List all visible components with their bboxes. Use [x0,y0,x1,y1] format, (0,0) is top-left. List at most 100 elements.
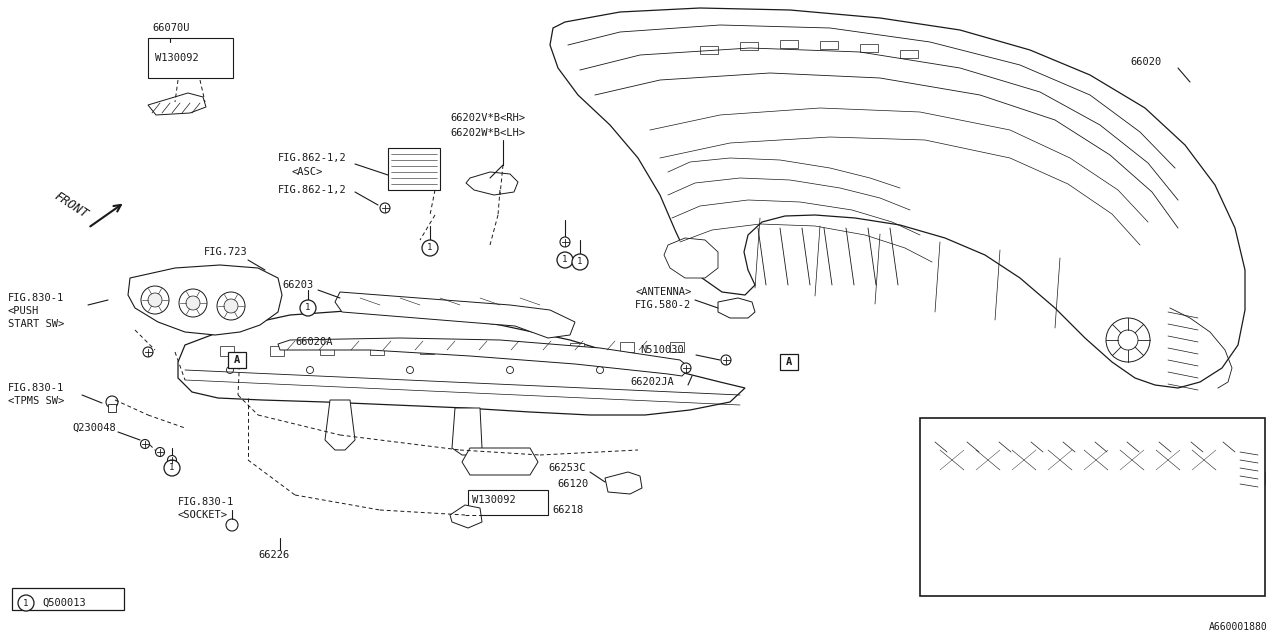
Bar [1185,452,1201,462]
Polygon shape [462,448,538,475]
Polygon shape [388,148,440,190]
Circle shape [572,254,588,270]
Bar [955,452,972,462]
Polygon shape [452,408,483,455]
Circle shape [557,252,573,268]
Circle shape [141,440,150,449]
Text: 66202V*B<RH>: 66202V*B<RH> [451,113,525,123]
Bar [920,418,1265,596]
Polygon shape [550,8,1245,388]
Text: 66218: 66218 [552,505,584,515]
Text: Q230048: Q230048 [72,423,115,433]
Bar [228,352,246,368]
Circle shape [148,293,163,307]
Circle shape [227,519,238,531]
Text: FIG.830-1: FIG.830-1 [178,497,234,507]
Bar [470,344,484,353]
Text: 1: 1 [577,257,582,266]
Bar [900,50,918,58]
Text: FIG.862-1,2: FIG.862-1,2 [278,185,347,195]
Text: FIG.723: FIG.723 [204,247,248,257]
Text: 66203: 66203 [282,280,314,290]
Circle shape [141,286,169,314]
Text: Q500013: Q500013 [42,598,86,608]
Circle shape [106,396,118,408]
Bar [740,42,758,50]
Polygon shape [922,425,1254,492]
Circle shape [422,240,438,256]
Text: 1: 1 [169,463,174,472]
Text: 66070U: 66070U [152,23,189,33]
Polygon shape [468,490,548,515]
Text: 66226: 66226 [259,550,289,560]
Polygon shape [1219,468,1265,490]
Text: <ANTENNA>: <ANTENNA> [635,287,691,297]
Polygon shape [148,93,206,115]
Text: 66202W*B<LH>: 66202W*B<LH> [451,128,525,138]
Text: <SOCKET>: <SOCKET> [178,510,228,520]
Text: A: A [234,355,241,365]
Text: START SW>: START SW> [8,319,64,329]
Circle shape [179,289,207,317]
Bar [570,342,584,353]
Text: 66253C: 66253C [548,463,585,473]
Bar [1065,452,1082,462]
Bar [12,588,124,610]
Circle shape [224,299,238,313]
Text: FIG.830-1: FIG.830-1 [8,383,64,393]
Bar [108,404,116,412]
Text: 66120: 66120 [557,479,589,489]
Text: 1: 1 [23,598,28,607]
Text: <ASC>: <ASC> [292,167,324,177]
Text: 66020: 66020 [1130,57,1161,67]
Bar [669,342,684,351]
Circle shape [168,456,177,465]
Bar [780,40,797,48]
Text: A660001880: A660001880 [1210,622,1268,632]
Circle shape [380,203,390,213]
Polygon shape [128,265,282,335]
Text: 1: 1 [428,243,433,253]
Circle shape [18,595,35,611]
Bar [520,343,534,353]
Circle shape [155,447,165,456]
Text: <PUSH: <PUSH [8,306,40,316]
Circle shape [186,296,200,310]
Text: W130092: W130092 [472,495,516,505]
Text: A: A [786,357,792,367]
Bar [370,344,384,355]
Circle shape [561,237,570,247]
Polygon shape [325,400,355,450]
Polygon shape [718,298,755,318]
Bar [820,41,838,49]
Bar [320,345,334,355]
Text: N510030: N510030 [640,345,684,355]
Bar [860,44,878,52]
Polygon shape [664,238,718,278]
Bar [620,342,634,352]
Bar [220,346,234,356]
Polygon shape [148,38,233,78]
Circle shape [143,347,154,357]
Circle shape [721,355,731,365]
Text: FRONT: FRONT [52,189,91,221]
Bar [420,344,434,354]
Text: FIG.830-1: FIG.830-1 [8,293,64,303]
Bar [700,46,718,54]
Text: <TPMS SW>: <TPMS SW> [8,396,64,406]
Polygon shape [178,310,745,415]
Polygon shape [335,292,575,338]
Text: 1: 1 [306,303,311,312]
Bar [1125,452,1140,462]
Circle shape [681,363,691,373]
Text: 1: 1 [562,255,568,264]
Text: FIG.862-1,2: FIG.862-1,2 [278,153,347,163]
Bar [780,354,797,370]
Circle shape [164,460,180,476]
Polygon shape [278,338,690,376]
Polygon shape [466,172,518,195]
Bar [1005,452,1021,462]
Polygon shape [451,505,483,528]
Bar [270,346,284,355]
Text: 66202JA: 66202JA [630,377,673,387]
